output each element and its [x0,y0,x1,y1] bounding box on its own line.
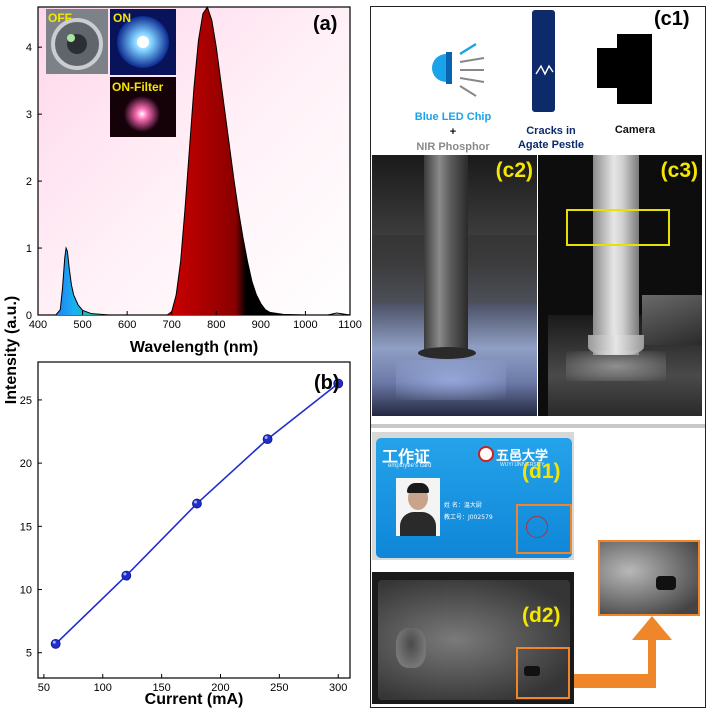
employee-card: 工作证 employee's card 五邑大学 WUYI UNIVERSITY… [376,438,572,558]
pestle-icon [532,10,555,112]
data-point [121,570,132,581]
plot-a [38,5,351,316]
pestle-caption: Cracks in Agate Pestle [511,124,591,152]
nir-emission-band [149,7,306,315]
plot-a-xlabel: Wavelength (nm) [130,339,258,356]
d1-highlight-box [516,504,572,554]
data-point-highlight [264,436,268,440]
led-caption-line3: NIR Phosphor [416,141,490,153]
x-tick-label-a: 900 [252,319,270,331]
pestle-caption-line1: Cracks in [526,125,576,137]
data-point [192,498,202,509]
panel-a-label: (a) [313,13,337,35]
data-point-highlight [335,380,339,384]
d2-highlight-box [516,647,570,699]
y-tick-label-a: 0 [26,310,32,322]
d1-label: (d1) [522,460,561,483]
university-name: 五邑大学 [496,449,549,464]
y-tick-label-b: 10 [20,585,32,597]
photo-d2: (d2) [372,572,574,704]
inset-on-photo: ON [110,9,176,75]
led-caption-line2: + [449,126,457,138]
card-portrait [396,478,440,536]
card-subtitle: employee's card [388,463,432,469]
y-tick-label-a: 1 [26,243,32,255]
x-tick-label-a: 400 [29,319,47,331]
plot-b-background [37,361,351,679]
pestle-caption-line2: Agate Pestle [517,139,585,151]
schematic-svg [432,10,652,112]
data-point-highlight [123,572,127,576]
y-axis-title: Intensity (a.u.) [3,296,20,404]
data-point [262,434,273,445]
photo-c3: (c3) [538,155,702,416]
camera-icon [597,34,652,104]
x-tick-label-b: 200 [211,682,229,694]
c2-label: (c2) [495,159,533,182]
x-tick-label-b: 150 [152,682,170,694]
spectrum-line [38,5,351,316]
plot-b-ticks: 50 100 150 200 250 300 5 10 15 20 25 [20,395,348,694]
x-tick-label-b: 250 [270,682,288,694]
d2-zoom-inset [598,540,700,616]
inset-off-label: OFF [48,11,72,25]
card-title: 工作证 [382,447,431,466]
led-caption-line1: Blue LED Chip [414,111,492,123]
y-tick-label-b: 15 [20,521,32,533]
photo-c2: (c2) [372,155,537,416]
charts-svg: 400 500 600 700 800 900 1000 1100 0 1 2 3 4 OFF ON O… [3,5,362,708]
y-tick-label-a: 3 [26,109,32,121]
zoom-arrow-icon [574,616,672,688]
x-tick-label-a: 800 [207,319,225,331]
x-tick-label-a: 500 [73,319,91,331]
panel-b-label: (b) [314,372,340,394]
data-point-highlight [194,500,198,504]
university-name-en: WUYI UNIVERSITY [500,462,545,468]
x-tick-label-b: 300 [329,682,347,694]
x-tick-label-b: 50 [38,682,50,694]
plot-b [50,378,344,649]
data-point-highlight [52,640,56,644]
led-caption: Blue LED Chip + NIR Phosphor [408,110,498,155]
panel-c1-label: (c1) [654,8,690,30]
x-tick-label-a: 600 [118,319,136,331]
y-tick-label-a: 2 [26,176,32,188]
y-tick-label-b: 5 [26,648,32,660]
inset-on-label: ON [113,11,131,25]
x-tick-label-a: 700 [163,319,181,331]
photo-d1: 工作证 employee's card 五邑大学 WUYI UNIVERSITY… [372,432,574,560]
plot-a-ticks: 400 500 600 700 800 900 1000 1100 0 1 2 3 4 [26,42,362,331]
data-point [50,638,61,649]
led-icon [432,42,485,97]
x-tick-label-b: 100 [94,682,112,694]
inset-off-photo: OFF [46,9,108,74]
university-logo-icon [478,446,494,462]
y-tick-label-a: 4 [26,42,32,54]
card-seal [526,516,548,538]
plot-b-xlabel: Current (mA) [145,691,244,708]
panel-divider [371,424,705,428]
card-name-row: 姓 名：温大尉 [444,502,482,509]
c3-crack-highlight-box [566,209,670,246]
y-tick-label-b: 25 [20,395,32,407]
x-tick-label-a: 1100 [338,319,362,331]
c3-label: (c3) [660,159,698,182]
inset-on-filter-label: ON-Filter [112,80,164,94]
inset-on-filter-photo: ON-Filter [110,77,176,137]
card-id-row: 教工号：J002579 [444,514,493,521]
blue-emission-band [38,248,110,315]
y-tick-label-b: 20 [20,458,32,470]
camera-caption: Camera [614,124,656,136]
x-tick-label-a: 1000 [293,319,317,331]
d2-label: (d2) [522,604,561,627]
